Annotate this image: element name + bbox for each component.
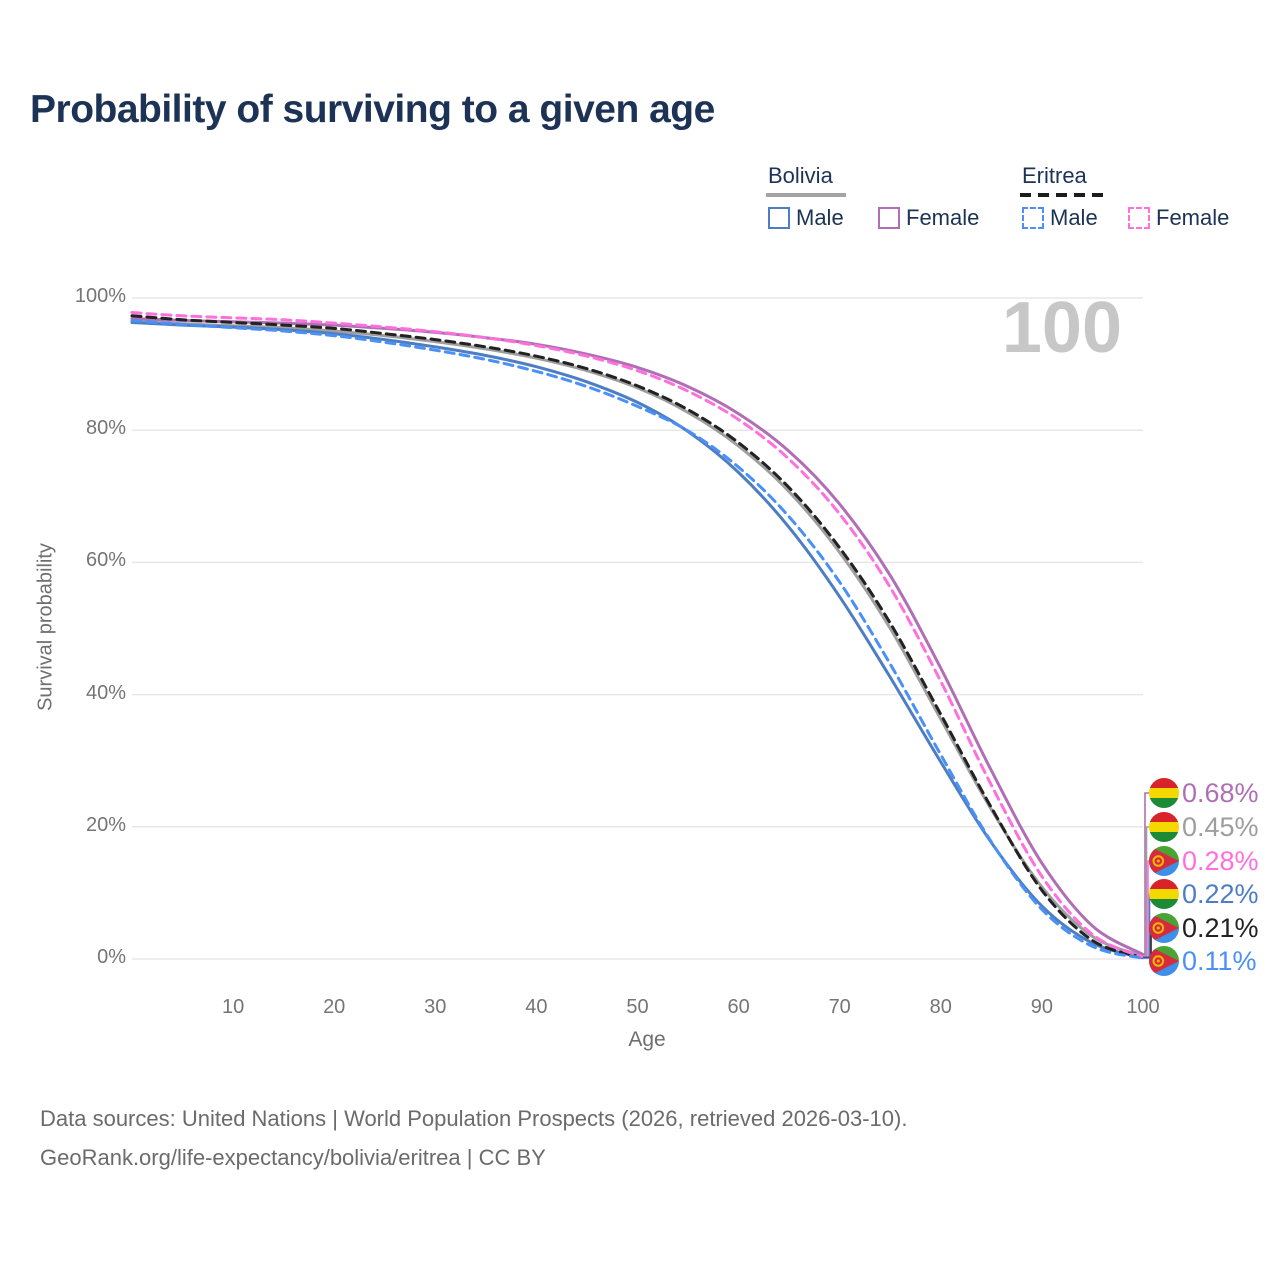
bolivia-male-swatch-icon (768, 207, 790, 229)
end-label-value: 0.22% (1182, 879, 1259, 909)
end-label-value: 0.28% (1182, 846, 1259, 876)
x-tick-30: 30 (424, 996, 447, 1018)
x-tick-100: 100 (1126, 996, 1160, 1018)
data-sources-note: Data sources: United Nations | World Pop… (40, 1106, 908, 1131)
curve-bolivia-male[interactable] (130, 321, 1145, 959)
y-tick-60%: 60% (85, 549, 126, 572)
x-tick-40: 40 (525, 996, 548, 1018)
x-axis-title: Age (628, 1028, 666, 1051)
legend-item-label: Male (796, 205, 844, 230)
x-tick-90: 90 (1030, 996, 1054, 1018)
x-tick-20: 20 (323, 996, 346, 1018)
y-tick-100%: 100% (74, 285, 126, 307)
end-connector-bolivia-female (1143, 792, 1149, 956)
end-label-bolivia-female[interactable]: 0.68% (1149, 778, 1259, 808)
eritrea-female-swatch-icon (1128, 207, 1150, 229)
legend-item-eritrea-male[interactable]: Male (1022, 205, 1098, 231)
bolivia-flag-icon (1149, 879, 1179, 909)
end-label-eritrea-male[interactable]: 0.11% (1149, 946, 1257, 976)
y-tick-40%: 40% (85, 681, 126, 704)
curve-bolivia-both[interactable] (130, 319, 1145, 958)
end-label-eritrea-both[interactable]: 0.21% (1149, 913, 1259, 943)
legend-item-eritrea-female[interactable]: Female (1128, 205, 1229, 231)
bolivia-female-swatch-icon (878, 207, 900, 229)
legend-item-label: Male (1050, 205, 1098, 230)
curve-bolivia-female[interactable] (130, 317, 1145, 956)
end-label-value: 0.45% (1182, 812, 1259, 842)
end-label-bolivia-both[interactable]: 0.45% (1149, 812, 1259, 842)
x-tick-10: 10 (221, 996, 245, 1018)
x-tick-50: 50 (626, 996, 649, 1018)
curve-eritrea-male[interactable] (130, 319, 1145, 960)
y-tick-0%: 0% (97, 946, 126, 968)
curve-eritrea-both[interactable] (130, 314, 1145, 960)
legend-item-bolivia-female[interactable]: Female (878, 205, 979, 231)
eritrea-flag-icon (1149, 846, 1179, 876)
bolivia-flag-icon (1149, 812, 1179, 842)
chart-title: Probability of surviving to a given age (30, 88, 715, 131)
eritrea-flag-icon (1149, 946, 1179, 976)
end-connector-bolivia-both (1143, 826, 1149, 957)
legend-group-eritrea-title: Eritrea (1022, 163, 1087, 188)
y-tick-80%: 80% (85, 417, 126, 440)
legend-item-bolivia-male[interactable]: Male (768, 205, 844, 231)
age-counter-watermark: 100 (1001, 288, 1122, 368)
end-label-value: 0.68% (1182, 778, 1259, 808)
eritrea-flag-icon (1149, 913, 1179, 943)
end-label-eritrea-female[interactable]: 0.28% (1149, 846, 1259, 876)
legend-group-bolivia-title: Bolivia (768, 163, 833, 188)
end-label-value: 0.11% (1182, 946, 1257, 976)
x-tick-80: 80 (929, 996, 952, 1018)
legend-item-label: Female (1156, 205, 1230, 230)
end-label-value: 0.21% (1182, 913, 1259, 943)
eritrea-male-swatch-icon (1022, 207, 1044, 229)
curve-eritrea-female[interactable] (130, 311, 1145, 959)
y-tick-20%: 20% (85, 813, 126, 836)
legend-item-label: Female (906, 205, 980, 230)
attribution-note: GeoRank.org/life-expectancy/bolivia/erit… (40, 1145, 546, 1170)
legend-eritrea-line-sample (1020, 193, 1104, 197)
bolivia-flag-icon (1149, 778, 1179, 808)
end-label-bolivia-male[interactable]: 0.22% (1149, 879, 1259, 909)
legend-bolivia-line-sample (766, 193, 846, 197)
x-tick-70: 70 (828, 996, 851, 1018)
x-tick-60: 60 (727, 996, 750, 1018)
